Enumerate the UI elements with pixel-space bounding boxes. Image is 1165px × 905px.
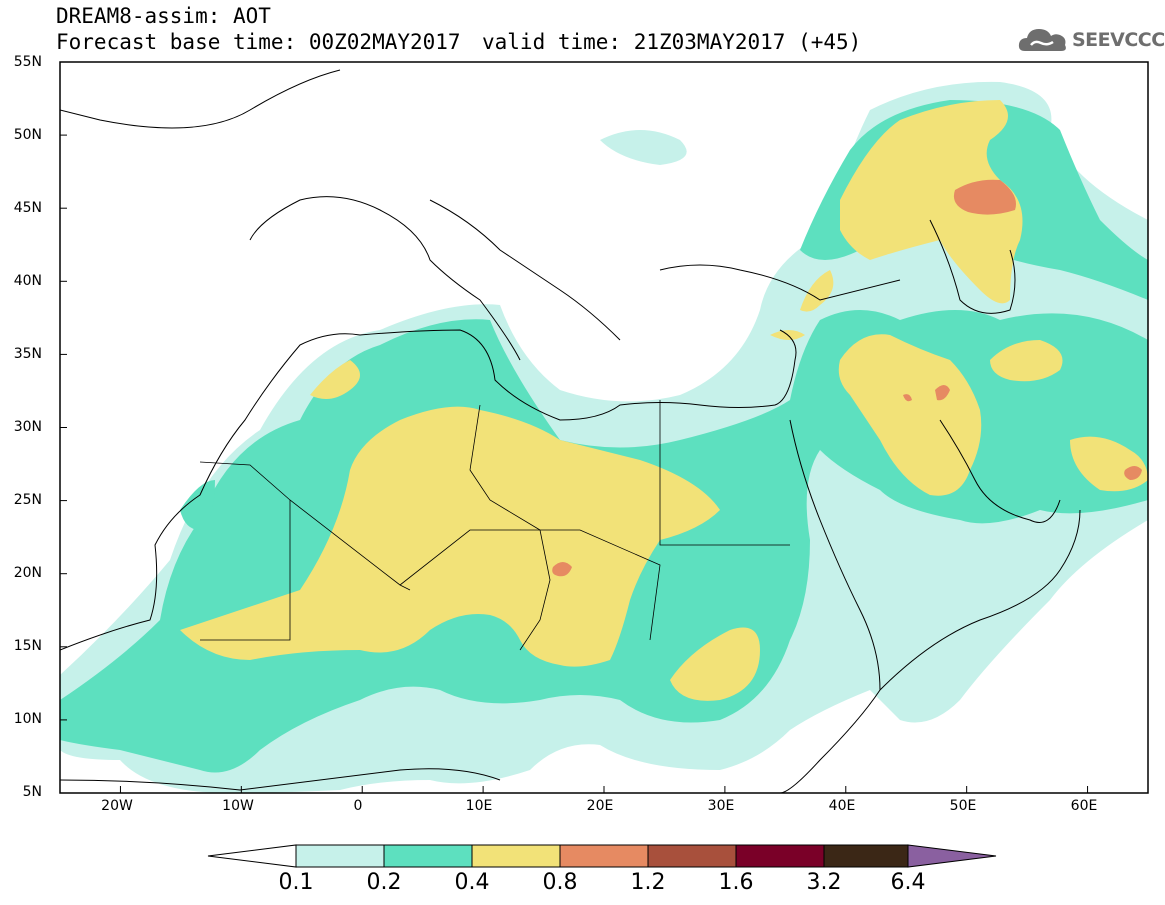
colorbar-cell: [647, 844, 737, 868]
colorbar-cell: [735, 844, 825, 868]
colorbar-label: 0.2: [366, 870, 402, 895]
logo-text: SEEVCCC: [1072, 29, 1165, 51]
colorbar-label: 0.4: [454, 870, 490, 895]
colorbar-cell: [823, 844, 909, 868]
colorbar-cell: [471, 844, 561, 868]
lat-label: 50N: [13, 127, 42, 143]
colorbar-label: 6.4: [890, 870, 926, 895]
colorbar-label: 1.6: [718, 870, 754, 895]
lat-label: 55N: [13, 54, 42, 70]
map-title: DREAM8-assim: AOT: [56, 4, 271, 28]
lat-label: 10N: [13, 711, 42, 727]
country-borders: [199, 400, 790, 651]
cloud-icon: [1018, 29, 1066, 51]
lon-label: 0: [353, 798, 363, 814]
lat-label: 30N: [13, 419, 42, 435]
colorbar-cell: [559, 844, 649, 868]
lat-label: 25N: [13, 492, 42, 508]
lon-label: 50E: [949, 798, 977, 814]
colorbar-cell: [383, 844, 473, 868]
lat-label: 45N: [13, 200, 42, 216]
lat-label: 5N: [22, 784, 42, 800]
lat-label: 15N: [13, 638, 42, 654]
lon-label: 60E: [1070, 798, 1098, 814]
lat-label: 35N: [13, 346, 42, 362]
lon-label: 10W: [222, 798, 254, 814]
lon-label: 10E: [465, 798, 493, 814]
lon-label: 40E: [828, 798, 856, 814]
colorbar-label: 0.1: [278, 870, 314, 895]
colorbar-label: 1.2: [630, 870, 666, 895]
aot-region-0.8: [552, 179, 1142, 577]
lon-label: 20W: [101, 798, 133, 814]
colorbar: [207, 844, 997, 868]
aot-region-0.4: [180, 100, 1148, 701]
lat-label: 20N: [13, 565, 42, 581]
colorbar-min-arrow: [207, 844, 297, 868]
colorbar-cell: [295, 844, 385, 868]
lat-label: 40N: [13, 273, 42, 289]
lon-label: 30E: [707, 798, 735, 814]
colorbar-label: 3.2: [806, 870, 842, 895]
colorbar-label: 0.8: [542, 870, 578, 895]
seevccc-logo: SEEVCCC: [1017, 22, 1165, 58]
valid-time-label: valid time: 21Z03MAY2017 (+45): [482, 30, 862, 54]
lon-label: 20E: [586, 798, 614, 814]
base-time-label: Forecast base time: 00Z02MAY2017: [56, 30, 461, 54]
coastlines: [60, 69, 1081, 793]
colorbar-max-arrow: [907, 844, 997, 868]
